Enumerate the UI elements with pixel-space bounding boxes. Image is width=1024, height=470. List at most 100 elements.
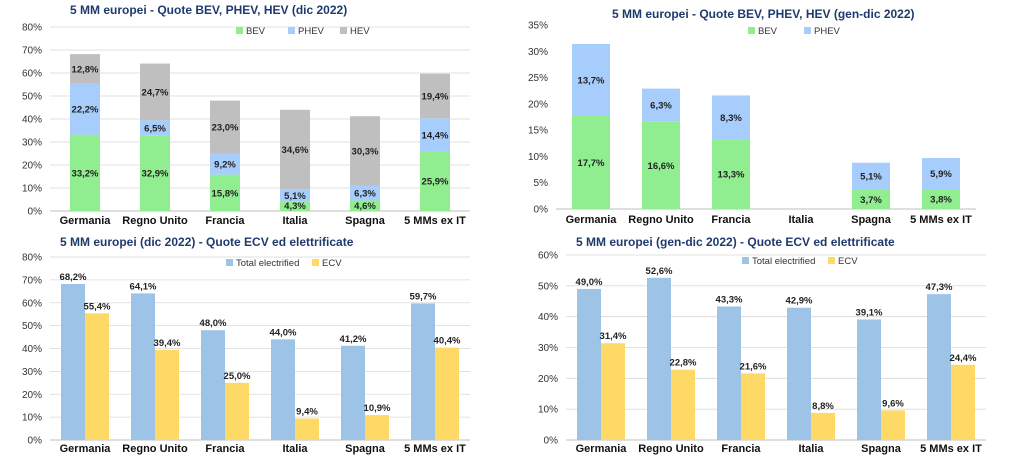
bar-segment [70,83,100,135]
data-label: 6,3% [650,101,672,112]
legend-label: PHEV [298,26,325,37]
category-label: 5 MMs ex IT [910,214,972,226]
legend-swatch [828,257,835,264]
bar-segment [70,134,100,211]
legend-swatch [748,27,755,34]
category-label: 5 MMs ex IT [920,443,982,455]
y-tick-label: 0% [544,436,559,447]
category-label: 5 MMs ex IT [404,443,466,455]
bar [951,364,975,440]
legend-label: PHEV [814,26,841,37]
bar-segment [642,88,680,122]
y-tick-label: 20% [528,99,548,110]
bar-segment [140,135,170,211]
y-tick-label: 60% [538,251,558,262]
y-tick-label: 10% [528,152,548,163]
category-label: Italia [798,443,824,455]
category-label: Italia [282,215,308,227]
legend-label: ECV [838,256,858,267]
bar-segment [420,73,450,119]
data-label: 3,8% [930,195,952,206]
chart-ecv-electrified-gen-dic: 5 MM europei (gen-dic 2022) - Quote ECV … [538,235,986,455]
data-label: 25,0% [224,371,251,382]
y-tick-label: 10% [538,405,558,416]
bar-segment [350,200,380,211]
data-label: 30,3% [352,147,379,158]
legend-swatch [236,27,243,34]
y-tick-label: 30% [538,343,558,354]
y-tick-label: 25% [528,73,548,84]
data-label: 6,3% [354,189,376,200]
data-label: 9,6% [882,398,904,409]
bar-segment [210,153,240,175]
bar-segment [572,115,610,209]
data-label: 13,7% [578,75,605,86]
bar-segment [210,174,240,211]
bar [411,303,435,440]
data-label: 8,8% [812,401,834,412]
bar-segment [210,100,240,154]
bar [131,293,155,440]
data-label: 19,4% [422,92,449,103]
data-label: 23,0% [212,123,239,134]
data-label: 40,4% [434,336,461,347]
data-label: 15,8% [212,188,239,199]
y-tick-label: 80% [22,23,42,34]
bar-segment [712,139,750,209]
y-tick-label: 40% [22,344,42,355]
bar [225,382,249,440]
category-label: Regno Unito [122,215,188,227]
category-label: Germania [566,214,618,226]
data-label: 9,2% [214,160,236,171]
bar-segment [280,109,310,190]
category-label: Spagna [345,443,386,455]
y-tick-label: 35% [528,21,548,32]
bar-segment [572,43,610,116]
bar [295,418,319,440]
legend-swatch [226,259,233,266]
legend-swatch [288,27,295,34]
legend-label: HEV [350,26,370,37]
bar [671,369,695,440]
bar [927,294,951,440]
y-tick-label: 0% [28,436,43,447]
chart-title: 5 MM europei (gen-dic 2022) - Quote ECV … [576,235,895,249]
bar-segment [70,54,100,84]
data-label: 13,3% [718,170,745,181]
legend-label: Total electrified [236,258,299,269]
data-label: 25,9% [422,177,449,188]
category-label: Spagna [851,214,892,226]
data-label: 42,9% [786,296,813,307]
category-label: Francia [711,214,751,226]
y-tick-label: 60% [22,298,42,309]
y-tick-label: 20% [22,161,42,172]
bar-segment [140,63,170,121]
data-label: 9,4% [296,406,318,417]
data-label: 10,9% [364,403,391,414]
category-label: Francia [205,215,245,227]
data-label: 55,4% [84,301,111,312]
data-label: 5,1% [860,172,882,183]
bar-segment [852,162,890,190]
y-tick-label: 0% [28,207,43,218]
y-tick-label: 80% [22,253,42,264]
chart-title: 5 MM europei - Quote BEV, PHEV, HEV (dic… [70,3,347,17]
category-label: Germania [576,443,628,455]
y-tick-label: 30% [22,367,42,378]
chart-title: 5 MM europei - Quote BEV, PHEV, HEV (gen… [612,7,915,21]
data-label: 64,1% [130,281,157,292]
chart-panel-bev-phev-hev-dic: 5 MM europei - Quote BEV, PHEV, HEV (dic… [0,0,500,232]
legend-label: ECV [322,258,342,269]
data-label: 12,8% [72,64,99,75]
y-tick-label: 60% [22,69,42,80]
chart-ecv-electrified-dic: 5 MM europei (dic 2022) - Quote ECV ed e… [22,235,470,455]
data-label: 68,2% [60,272,87,283]
category-label: 5 MMs ex IT [404,215,466,227]
data-label: 16,6% [648,161,675,172]
y-tick-label: 0% [534,205,549,216]
data-label: 6,5% [144,123,166,134]
data-label: 43,3% [716,294,743,305]
bar [365,415,389,440]
legend-label: BEV [246,26,266,37]
y-tick-label: 70% [22,275,42,286]
